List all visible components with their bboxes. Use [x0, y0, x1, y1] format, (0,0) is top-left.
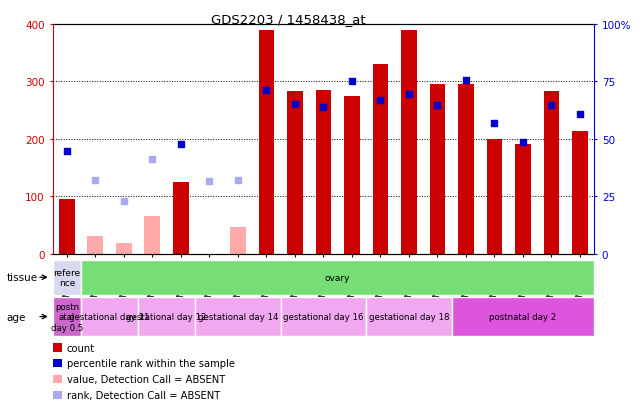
- Bar: [544, 92, 560, 254]
- Bar: [59, 199, 74, 254]
- Point: [204, 178, 215, 185]
- Bar: [138, 297, 195, 337]
- Text: value, Detection Call = ABSENT: value, Detection Call = ABSENT: [67, 374, 225, 384]
- Bar: [116, 244, 131, 254]
- Text: GDS2203 / 1458438_at: GDS2203 / 1458438_at: [211, 13, 366, 26]
- Bar: [315, 91, 331, 254]
- Point: [233, 177, 243, 184]
- Text: gestational day 12: gestational day 12: [126, 313, 207, 321]
- Bar: [452, 297, 594, 337]
- Point: [62, 149, 72, 155]
- Text: gestational day 18: gestational day 18: [369, 313, 449, 321]
- Bar: [429, 85, 445, 254]
- Bar: [401, 31, 417, 254]
- Text: gestational day 14: gestational day 14: [197, 313, 278, 321]
- Text: tissue: tissue: [6, 273, 38, 282]
- Text: postn
atal
day 0.5: postn atal day 0.5: [51, 302, 83, 332]
- Bar: [344, 96, 360, 254]
- Bar: [230, 227, 246, 254]
- Point: [119, 198, 129, 204]
- Text: percentile rank within the sample: percentile rank within the sample: [67, 358, 235, 368]
- Text: count: count: [67, 343, 95, 353]
- Bar: [281, 297, 366, 337]
- Bar: [173, 183, 188, 254]
- Text: refere
nce: refere nce: [53, 268, 80, 287]
- Point: [318, 104, 328, 111]
- Point: [347, 79, 357, 85]
- Bar: [87, 237, 103, 254]
- Bar: [487, 140, 503, 254]
- Point: [546, 103, 556, 109]
- Text: postnatal day 2: postnatal day 2: [489, 313, 556, 321]
- Bar: [81, 297, 138, 337]
- Bar: [572, 132, 588, 254]
- Point: [375, 97, 385, 104]
- Bar: [287, 92, 303, 254]
- Bar: [195, 297, 281, 337]
- Point: [262, 88, 272, 94]
- Point: [404, 91, 414, 98]
- Point: [575, 112, 585, 118]
- Point: [90, 177, 101, 184]
- Point: [432, 103, 442, 109]
- Point: [290, 102, 300, 108]
- Point: [176, 142, 186, 148]
- Bar: [515, 145, 531, 254]
- Bar: [144, 217, 160, 254]
- Bar: [53, 297, 81, 337]
- Text: rank, Detection Call = ABSENT: rank, Detection Call = ABSENT: [67, 390, 220, 400]
- Bar: [258, 31, 274, 254]
- Point: [147, 156, 158, 163]
- Bar: [458, 85, 474, 254]
- Text: age: age: [6, 312, 26, 322]
- Text: gestational day 16: gestational day 16: [283, 313, 363, 321]
- Text: ovary: ovary: [325, 273, 351, 282]
- Text: gestational day 11: gestational day 11: [69, 313, 150, 321]
- Bar: [53, 260, 81, 295]
- Point: [461, 78, 471, 84]
- Bar: [372, 65, 388, 254]
- Point: [489, 120, 499, 127]
- Point: [518, 139, 528, 145]
- Bar: [366, 297, 452, 337]
